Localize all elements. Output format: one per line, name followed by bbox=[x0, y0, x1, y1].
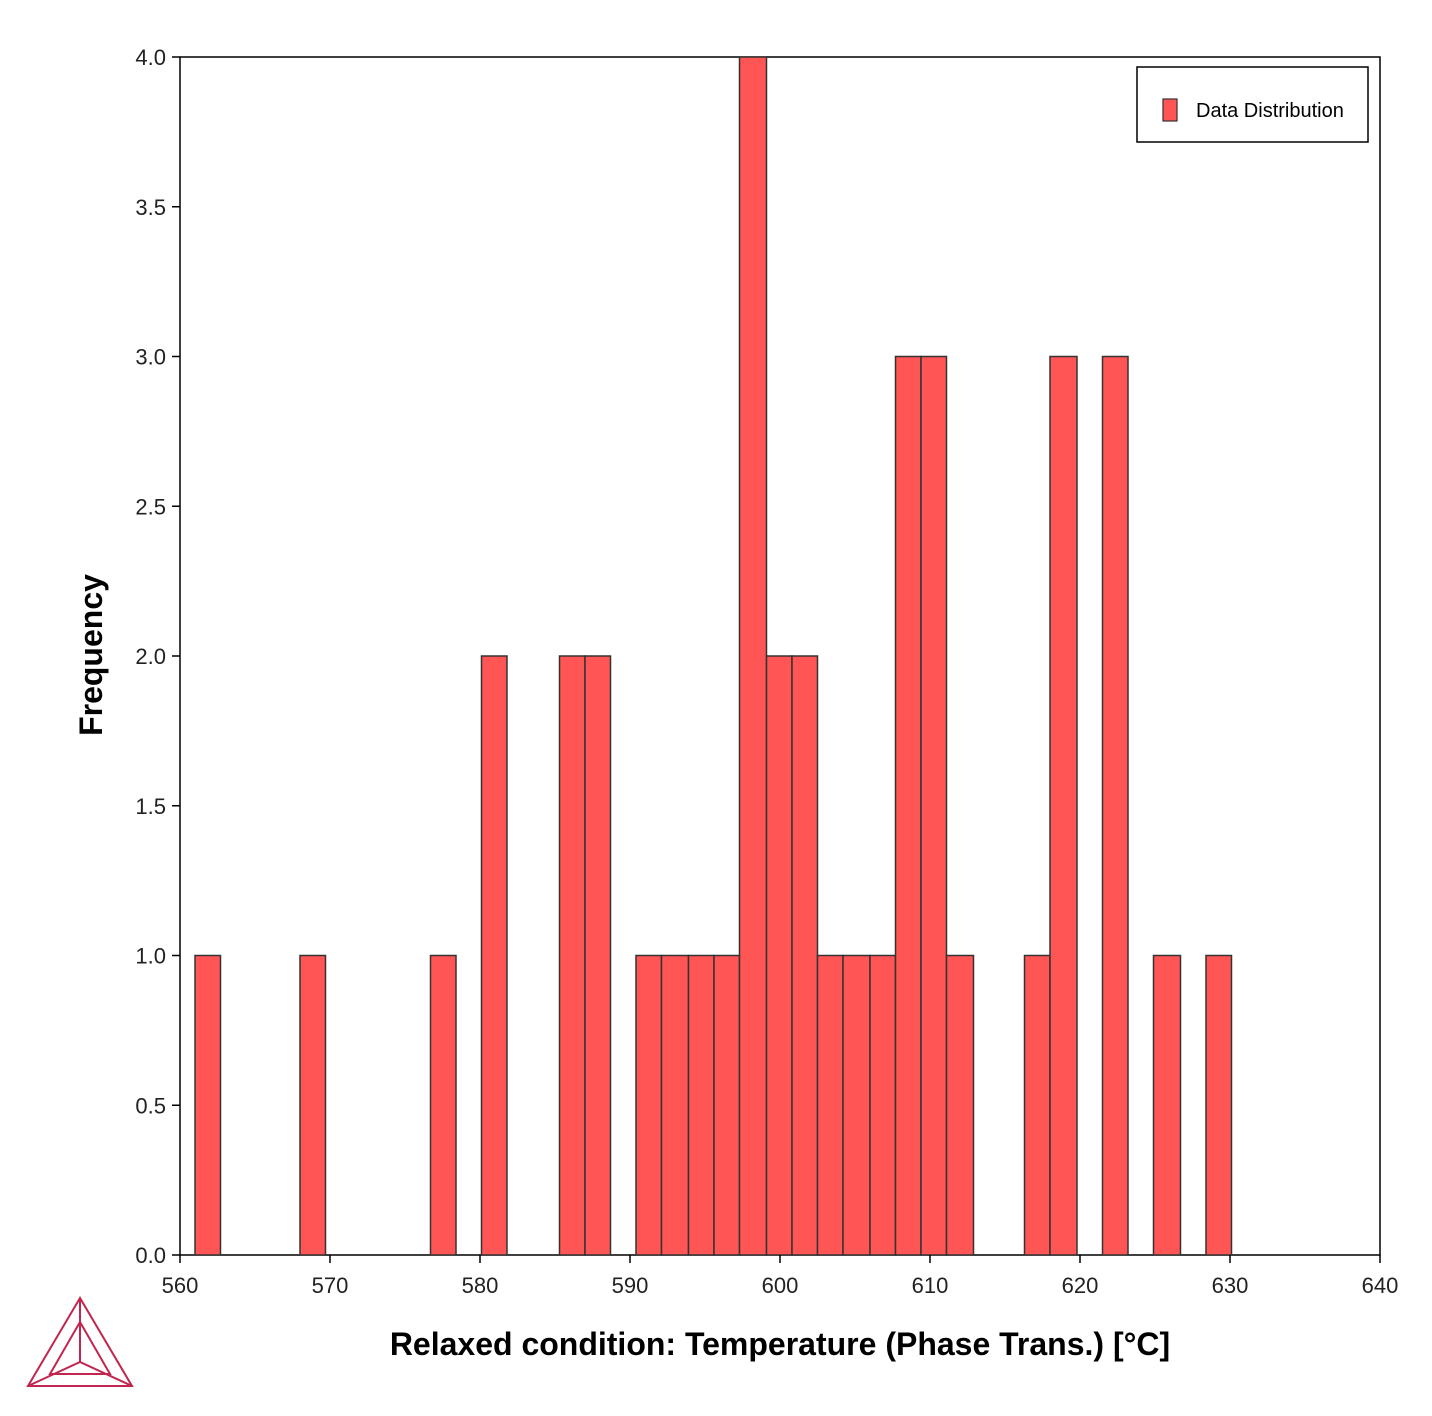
y-tick-label: 2.0 bbox=[135, 644, 166, 669]
y-tick-label: 0.5 bbox=[135, 1093, 166, 1118]
y-tick-label: 4.0 bbox=[135, 45, 166, 70]
histogram-bar bbox=[920, 355, 948, 1256]
histogram-bar bbox=[584, 655, 612, 1256]
y-tick-label: 1.0 bbox=[135, 944, 166, 969]
legend-label: Data Distribution bbox=[1196, 100, 1344, 122]
x-tick-label: 580 bbox=[462, 1273, 499, 1298]
y-tick-label: 3.5 bbox=[135, 195, 166, 220]
histogram-bar bbox=[194, 954, 222, 1256]
histogram-bar bbox=[791, 655, 819, 1256]
histogram-bar bbox=[660, 954, 690, 1256]
histogram-bar bbox=[635, 954, 663, 1256]
histogram-bar bbox=[1023, 954, 1051, 1256]
histogram-bar bbox=[713, 954, 741, 1256]
histogram-bar bbox=[842, 954, 871, 1256]
histogram-bar bbox=[945, 954, 975, 1256]
y-tick-label: 1.5 bbox=[135, 794, 166, 819]
histogram-bar bbox=[1152, 954, 1182, 1256]
histogram-bar bbox=[480, 655, 508, 1256]
histogram-bar bbox=[1049, 355, 1078, 1256]
thermo-calc-logo-icon bbox=[26, 1296, 134, 1387]
histogram-bar bbox=[816, 954, 844, 1256]
x-axis-title: Relaxed condition: Temperature (Phase Tr… bbox=[390, 1326, 1170, 1362]
histogram-bar bbox=[429, 954, 457, 1256]
x-tick-label: 640 bbox=[1362, 1273, 1399, 1298]
histogram-bar bbox=[558, 655, 586, 1256]
legend: Data Distribution bbox=[1136, 66, 1369, 143]
legend-swatch bbox=[1162, 98, 1178, 122]
y-axis: 0.0 0.5 1.0 1.5 2.0 2.5 3.0 3.5 4.0 bbox=[135, 45, 180, 1268]
x-tick-label: 620 bbox=[1062, 1273, 1099, 1298]
y-tick-label: 3.0 bbox=[135, 345, 166, 370]
histogram-bar bbox=[869, 954, 897, 1256]
x-tick-label: 560 bbox=[162, 1273, 199, 1298]
histogram-bar bbox=[1205, 954, 1233, 1256]
x-tick-label: 570 bbox=[312, 1273, 349, 1298]
histogram-bar bbox=[894, 355, 922, 1256]
histogram-bar bbox=[687, 954, 715, 1256]
histogram-bar bbox=[738, 56, 768, 1256]
y-tick-label: 2.5 bbox=[135, 494, 166, 519]
x-tick-label: 600 bbox=[762, 1273, 799, 1298]
histogram-bar bbox=[1101, 355, 1129, 1256]
x-axis: 560 570 580 590 600 610 620 630 640 bbox=[162, 1255, 1399, 1298]
y-tick-label: 0.0 bbox=[135, 1243, 166, 1268]
bars-group bbox=[194, 56, 1233, 1256]
x-tick-label: 590 bbox=[612, 1273, 649, 1298]
y-axis-title: Frequency bbox=[73, 574, 109, 736]
x-tick-label: 630 bbox=[1212, 1273, 1249, 1298]
x-tick-label: 610 bbox=[912, 1273, 949, 1298]
histogram-bar bbox=[299, 954, 327, 1256]
histogram-bar bbox=[765, 655, 793, 1256]
